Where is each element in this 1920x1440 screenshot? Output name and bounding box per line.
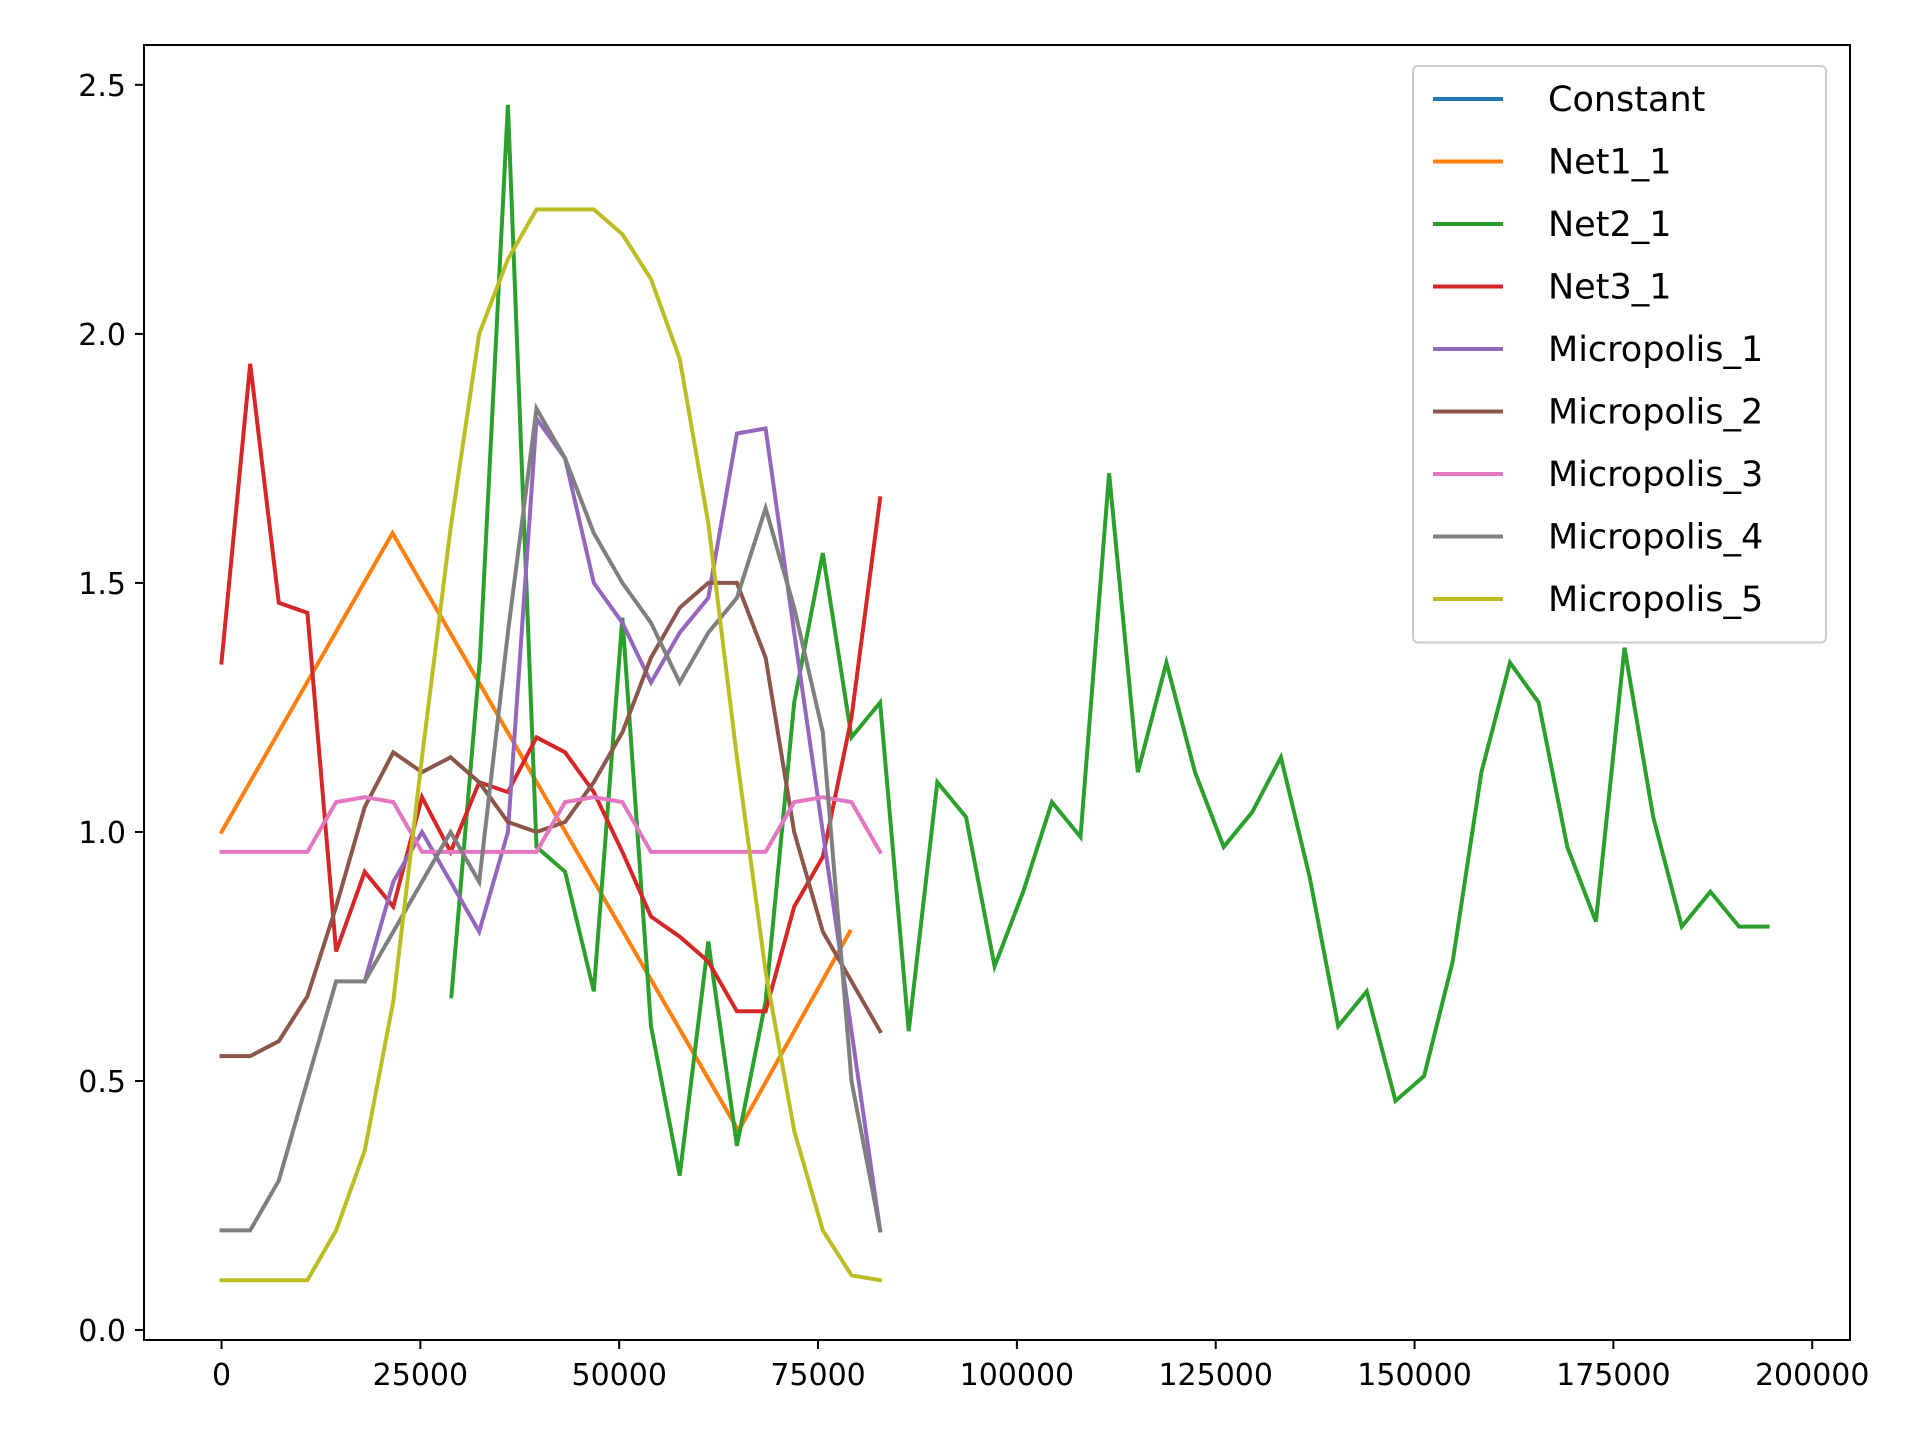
legend: Constant Net1_1 Net2_1 Net3_1 Micropolis_1 Mi… xyxy=(1412,65,1827,644)
plot-frame xyxy=(143,44,1851,1341)
series-line-micropolis-5 xyxy=(219,207,883,1283)
y-axis: 0.0 0.5 1.0 1.5 2.0 2.5 xyxy=(78,69,144,1349)
legend-label: Net1_1 xyxy=(1548,143,1671,183)
legend-label: Net3_1 xyxy=(1548,268,1671,308)
x-tick-label: 25000 xyxy=(373,1358,468,1393)
legend-label: Micropolis_5 xyxy=(1548,580,1763,620)
x-tick-label: 75000 xyxy=(770,1358,865,1393)
y-tick-label: 0.0 xyxy=(78,1314,126,1349)
legend-box xyxy=(1412,65,1827,644)
series-line-net1-1 xyxy=(218,529,853,1135)
legend-label: Micropolis_1 xyxy=(1548,330,1763,370)
series-line-net2-1 xyxy=(449,104,1770,1176)
legend-label: Net2_1 xyxy=(1548,205,1671,245)
legend-label: Micropolis_2 xyxy=(1548,393,1763,433)
x-tick-label: 100000 xyxy=(960,1358,1075,1393)
y-tick-label: 2.5 xyxy=(78,69,126,104)
x-tick-label: 125000 xyxy=(1158,1358,1273,1393)
x-tick-label: 200000 xyxy=(1755,1358,1870,1393)
x-tick-label: 50000 xyxy=(571,1358,666,1393)
x-tick-label: 175000 xyxy=(1556,1358,1671,1393)
y-tick-label: 0.5 xyxy=(78,1065,126,1100)
y-tick-label: 2.0 xyxy=(78,318,126,353)
legend-label: Micropolis_4 xyxy=(1548,518,1763,558)
x-tick-label: 0 xyxy=(212,1358,231,1393)
legend-label: Micropolis_3 xyxy=(1548,455,1763,495)
series-line-micropolis-3 xyxy=(219,795,883,855)
legend-label: Constant xyxy=(1548,80,1705,120)
x-tick-label: 150000 xyxy=(1357,1358,1472,1393)
series-line-micropolis-4 xyxy=(219,402,883,1233)
y-tick-label: 1.5 xyxy=(78,567,126,602)
x-axis: 0 25000 50000 75000 100000 125000 150000 175000… xyxy=(212,1340,1869,1393)
series-line-micropolis-1 xyxy=(362,412,883,1233)
y-tick-label: 1.0 xyxy=(78,816,126,851)
series-layer xyxy=(218,104,1770,1283)
